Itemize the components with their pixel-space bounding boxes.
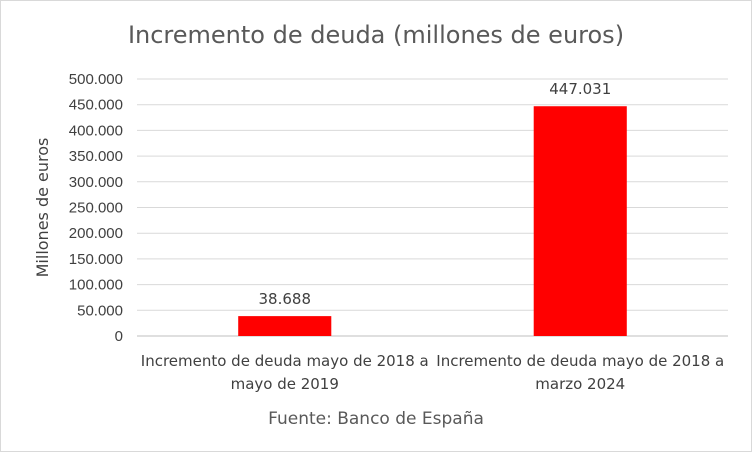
y-tick-label: 400.000 <box>69 122 123 139</box>
y-tick-label: 300.000 <box>69 174 123 191</box>
data-label: 447.031 <box>549 80 611 98</box>
x-category-label: Incremento de deuda mayo de 2018 a <box>141 352 429 370</box>
bar <box>238 316 332 336</box>
x-category-label: Incremento de deuda mayo de 2018 a <box>436 352 724 370</box>
y-tick-label: 150.000 <box>69 251 123 268</box>
bar <box>533 106 627 336</box>
y-tick-label: 100.000 <box>69 277 123 294</box>
x-category-label: mayo de 2019 <box>231 375 339 393</box>
x-category-label: marzo 2024 <box>535 375 625 393</box>
y-tick-label: 250.000 <box>69 200 123 217</box>
source-note: Fuente: Banco de España <box>268 409 484 429</box>
y-tick-label: 200.000 <box>69 225 123 242</box>
y-tick-label: 500.000 <box>69 71 123 88</box>
y-tick-label: 350.000 <box>69 148 123 165</box>
y-tick-label: 450.000 <box>69 97 123 114</box>
y-axis-title: Millones de euros <box>33 138 52 278</box>
chart-title: Incremento de deuda (millones de euros) <box>127 21 625 49</box>
y-tick-label: 0 <box>115 328 123 345</box>
data-label: 38.688 <box>259 290 312 308</box>
y-tick-label: 50.000 <box>77 302 123 319</box>
